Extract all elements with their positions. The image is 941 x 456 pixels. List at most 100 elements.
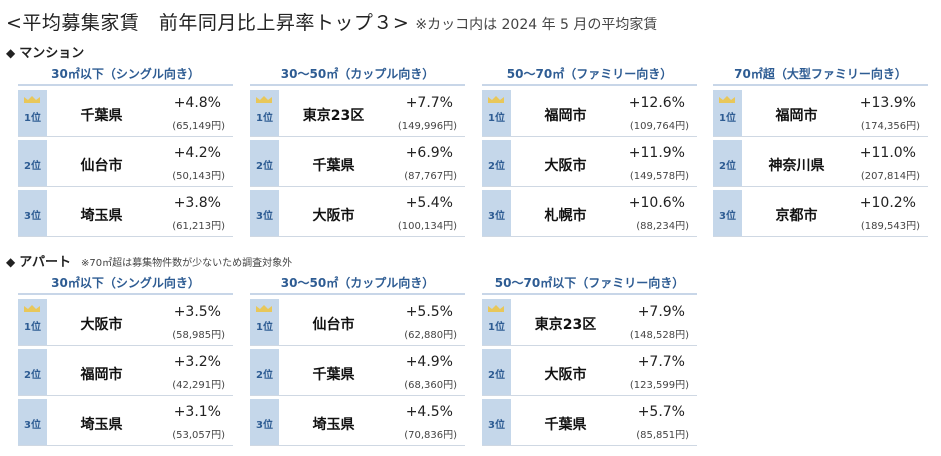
ranking-row: 2位 大阪市 +7.7% (123,599円) xyxy=(482,349,697,396)
growth-rate: +5.7% xyxy=(637,404,685,420)
rank-cell: 3位 xyxy=(18,190,47,236)
average-rent: (65,149円) xyxy=(172,121,225,132)
mansion-group-single: 30㎡以下（シングル向き） 1位 千葉県 +4.8% (65,149円) 2位 … xyxy=(18,66,233,240)
group-title: 30～50㎡（カップル向き） xyxy=(280,67,435,81)
group-divider xyxy=(250,293,465,295)
ranking-row: 2位 千葉県 +6.9% (87,767円) xyxy=(250,140,465,187)
group-divider xyxy=(250,84,465,86)
average-rent: (207,814円) xyxy=(860,171,920,182)
ranking-row: 1位 大阪市 +3.5% (58,985円) xyxy=(18,299,233,346)
city-name: 仙台市 xyxy=(80,158,123,174)
rank-cell: 1位 xyxy=(713,90,742,136)
rank-label: 2位 xyxy=(24,370,41,381)
group-title: 30㎡以下（シングル向き） xyxy=(51,276,200,290)
growth-rate: +10.2% xyxy=(859,195,916,211)
apart-note: ※70㎡超は募集物件数が少ないため調査対象外 xyxy=(80,258,293,269)
growth-rate: +4.9% xyxy=(405,354,453,370)
group-divider xyxy=(482,84,697,86)
average-rent: (149,578円) xyxy=(629,171,689,182)
average-rent: (149,996円) xyxy=(397,121,457,132)
city-name: 札幌市 xyxy=(544,208,587,224)
rank-cell: 1位 xyxy=(482,299,511,345)
rank-label: 1位 xyxy=(488,113,505,124)
rank-cell: 3位 xyxy=(482,190,511,236)
apart-group-couple: 30～50㎡（カップル向き） 1位 仙台市 +5.5% (62,880円) 2位… xyxy=(250,275,465,449)
rank-label: 2位 xyxy=(488,370,505,381)
crown-icon xyxy=(488,96,504,103)
diamond-bullet-icon: ◆ xyxy=(6,46,16,60)
average-rent: (88,234円) xyxy=(636,221,689,232)
crown-icon xyxy=(24,305,40,312)
average-rent: (85,851円) xyxy=(636,430,689,441)
average-rent: (100,134円) xyxy=(397,221,457,232)
city-name: 大阪市 xyxy=(80,317,123,333)
growth-rate: +5.5% xyxy=(405,304,453,320)
ranking-row: 2位 千葉県 +4.9% (68,360円) xyxy=(250,349,465,396)
rank-cell: 2位 xyxy=(482,140,511,186)
apart-heading-label: アパート xyxy=(19,255,71,270)
growth-rate: +3.5% xyxy=(173,304,221,320)
average-rent: (109,764円) xyxy=(629,121,689,132)
average-rent: (62,880円) xyxy=(404,330,457,341)
rank-cell: 3位 xyxy=(250,190,279,236)
crown-icon xyxy=(256,305,272,312)
average-rent: (53,057円) xyxy=(172,430,225,441)
page-title: <平均募集家賃 前年同月比上昇率トップ３> ※カッコ内は 2024 年 5 月の平… xyxy=(6,8,657,35)
growth-rate: +10.6% xyxy=(628,195,685,211)
city-name: 福岡市 xyxy=(544,108,587,124)
rank-label: 3位 xyxy=(256,211,273,222)
city-name: 神奈川県 xyxy=(768,158,825,174)
rank-label: 2位 xyxy=(719,161,736,172)
rank-label: 1位 xyxy=(24,322,41,333)
apart-group-single: 30㎡以下（シングル向き） 1位 大阪市 +3.5% (58,985円) 2位 … xyxy=(18,275,233,449)
ranking-row: 1位 福岡市 +13.9% (174,356円) xyxy=(713,90,928,137)
average-rent: (42,291円) xyxy=(172,380,225,391)
city-name: 千葉県 xyxy=(80,108,123,124)
city-name: 埼玉県 xyxy=(312,417,355,433)
ranking-row: 1位 福岡市 +12.6% (109,764円) xyxy=(482,90,697,137)
mansion-heading: ◆ マンション xyxy=(6,42,84,61)
average-rent: (58,985円) xyxy=(172,330,225,341)
rank-cell: 2位 xyxy=(482,349,511,395)
ranking-row: 3位 埼玉県 +4.5% (70,836円) xyxy=(250,399,465,446)
rank-label: 2位 xyxy=(488,161,505,172)
rank-label: 3位 xyxy=(488,211,505,222)
ranking-row: 1位 東京23区 +7.9% (148,528円) xyxy=(482,299,697,346)
rank-label: 1位 xyxy=(488,322,505,333)
city-name: 千葉県 xyxy=(312,367,355,383)
growth-rate: +12.6% xyxy=(628,95,685,111)
rank-label: 1位 xyxy=(256,322,273,333)
rank-cell: 3位 xyxy=(18,399,47,445)
growth-rate: +7.7% xyxy=(405,95,453,111)
rank-cell: 1位 xyxy=(482,90,511,136)
rank-cell: 2位 xyxy=(250,140,279,186)
rank-cell: 2位 xyxy=(713,140,742,186)
group-divider xyxy=(18,84,233,86)
average-rent: (68,360円) xyxy=(404,380,457,391)
group-divider xyxy=(713,84,928,86)
average-rent: (50,143円) xyxy=(172,171,225,182)
crown-icon xyxy=(256,96,272,103)
rank-cell: 3位 xyxy=(250,399,279,445)
crown-icon xyxy=(24,96,40,103)
average-rent: (61,213円) xyxy=(172,221,225,232)
average-rent: (123,599円) xyxy=(629,380,689,391)
title-main: <平均募集家賃 前年同月比上昇率トップ３> xyxy=(6,12,410,34)
growth-rate: +11.0% xyxy=(859,145,916,161)
rank-label: 2位 xyxy=(256,161,273,172)
average-rent: (189,543円) xyxy=(860,221,920,232)
ranking-row: 2位 大阪市 +11.9% (149,578円) xyxy=(482,140,697,187)
group-divider xyxy=(482,293,697,295)
apart-heading: ◆ アパート ※70㎡超は募集物件数が少ないため調査対象外 xyxy=(6,251,292,270)
ranking-row: 3位 埼玉県 +3.1% (53,057円) xyxy=(18,399,233,446)
city-name: 埼玉県 xyxy=(80,208,123,224)
ranking-row: 3位 大阪市 +5.4% (100,134円) xyxy=(250,190,465,237)
rank-label: 1位 xyxy=(256,113,273,124)
ranking-row: 1位 東京23区 +7.7% (149,996円) xyxy=(250,90,465,137)
rank-cell: 1位 xyxy=(250,299,279,345)
ranking-row: 2位 神奈川県 +11.0% (207,814円) xyxy=(713,140,928,187)
growth-rate: +4.8% xyxy=(173,95,221,111)
growth-rate: +3.1% xyxy=(173,404,221,420)
rank-label: 3位 xyxy=(24,420,41,431)
rank-cell: 2位 xyxy=(18,140,47,186)
